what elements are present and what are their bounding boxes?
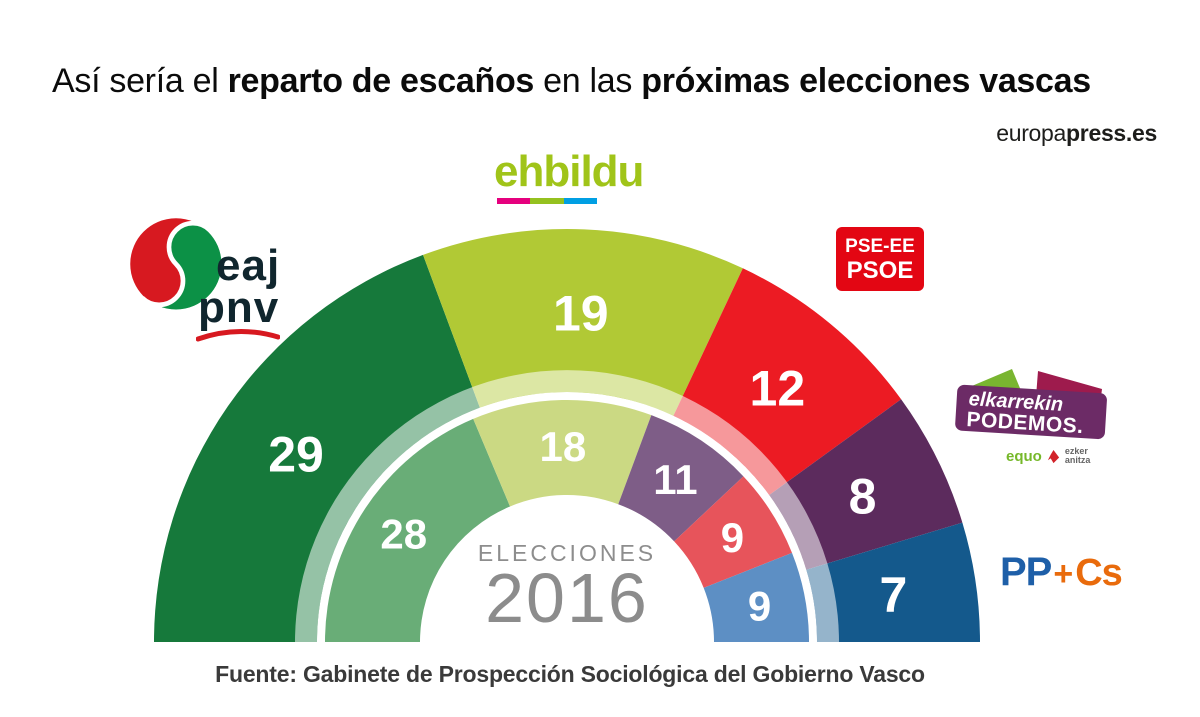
elkarrekin-podemos-logo: elkarrekin PODEMOS. equo ezker anitza [950, 363, 1118, 473]
page-title: Así sería el reparto de escaños en las p… [52, 62, 1091, 101]
seat-count-label: 7 [880, 567, 908, 623]
brand-es: .es [1125, 120, 1157, 146]
ehbildu-wordmark: ehbildu [494, 147, 644, 196]
segment-pp-cs [806, 522, 980, 642]
pnv-emblem-icon [126, 214, 227, 315]
segment-pse-ee-psoe [674, 476, 793, 588]
center-label-2016: 2016 [485, 559, 649, 637]
podemos-flag-icon: elkarrekin PODEMOS. [955, 369, 1107, 440]
brand-press: press [1066, 120, 1126, 146]
segment-pp [703, 552, 809, 642]
ezker-anitza-icon [1047, 449, 1059, 463]
underline-color-segment [497, 198, 531, 204]
pp-label: PP [1000, 550, 1052, 594]
europapress-logo: europapress.es [996, 120, 1157, 147]
podemos-partners: equo ezker anitza [1006, 446, 1091, 466]
pnv-word-pnv: pnv [198, 283, 280, 332]
cs-label: Cs [1075, 552, 1123, 594]
ehbildu-logo: ehbildu [494, 147, 644, 204]
segment-elkarrekin-podemos [618, 415, 744, 542]
segment-eaj-pnv [154, 254, 480, 642]
ezker-line2: anitza [1064, 455, 1091, 466]
seat-count-label: 11 [653, 456, 697, 503]
title-part-bold: próximas elecciones vascas [641, 62, 1091, 100]
seat-count-label: 29 [268, 427, 324, 483]
seat-count-label: 8 [849, 468, 877, 524]
seat-count-label: 18 [540, 423, 587, 470]
seat-count-label: 9 [748, 582, 771, 629]
underline-color-segment [563, 198, 597, 204]
plus-label: + [1053, 555, 1074, 593]
center-label-elecciones: ELECCIONES [477, 540, 657, 566]
underline-color-segment [530, 198, 564, 204]
title-part: en las [534, 62, 642, 100]
pse-psoe-logo: PSE-EE PSOE [836, 227, 924, 291]
pse-line2: PSOE [846, 256, 914, 284]
seat-count-label: 9 [721, 514, 744, 561]
segment-elkarrekin-podemos [769, 399, 963, 570]
ehbildu-underline [497, 198, 597, 204]
source-caption: Fuente: Gabinete de Prospección Sociológ… [215, 661, 925, 687]
segment-eh-bildu [473, 400, 652, 507]
title-part: Así sería el [52, 62, 228, 100]
pse-line1: PSE-EE [845, 236, 915, 257]
ezker-line1: ezker [1064, 446, 1088, 456]
seat-count-label: 19 [553, 285, 609, 341]
seat-count-label: 12 [750, 361, 806, 417]
pnv-red-swoosh-icon [196, 329, 280, 342]
brand-europa: europa [996, 120, 1067, 146]
equo-label: equo [1006, 447, 1042, 465]
pnv-word-eaj: eaj [216, 241, 281, 290]
segment-eh-bildu [423, 228, 743, 416]
eaj-pnv-logo: eaj pnv [124, 210, 324, 355]
ezker-anitza-label: ezker anitza [1064, 446, 1091, 466]
segment-eaj-pnv [325, 418, 511, 642]
pp-cs-logo: PP + Cs [1000, 550, 1123, 595]
seat-count-label: 28 [380, 511, 427, 558]
title-part-bold: reparto de escaños [227, 62, 535, 100]
